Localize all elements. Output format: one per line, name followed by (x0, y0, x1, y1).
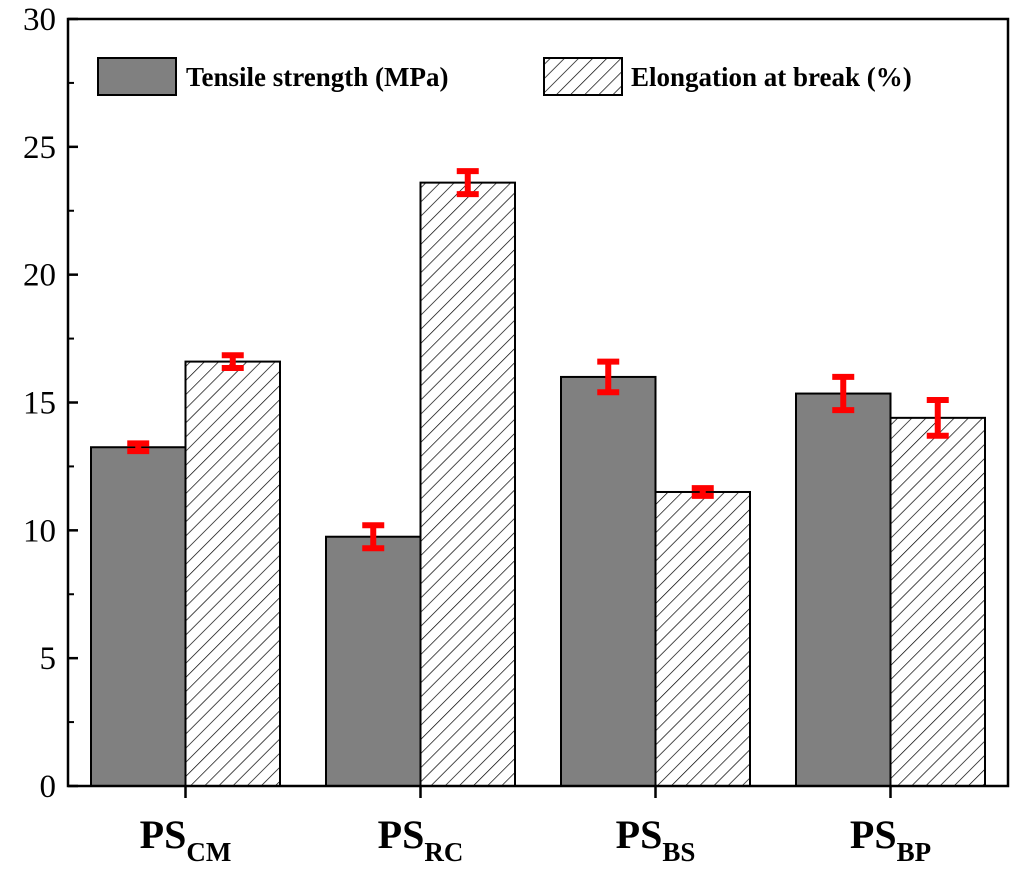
bar-tensile-strength-bp (795, 392, 892, 787)
error-bar (832, 373, 855, 414)
category-subscript: BP (897, 837, 932, 867)
category-subscript: RC (424, 837, 463, 867)
bar-elongation-rc (419, 181, 516, 788)
error-bar (926, 396, 949, 439)
x-category-label: PSBP (850, 812, 931, 867)
bar-elongation-bs (654, 490, 751, 787)
x-category-label: PSBS (616, 812, 696, 867)
y-tick-label: 25 (23, 130, 56, 166)
category-main: PS (378, 812, 425, 857)
x-category-label: PSCM (140, 812, 232, 867)
legend: Tensile strength (MPa) Elongation at brea… (97, 57, 912, 96)
x-axis: PSCM PSRC PSBS PSBP (140, 786, 931, 867)
y-tick-label: 0 (40, 769, 57, 805)
y-tick-label: 15 (23, 386, 56, 422)
category-main: PS (616, 812, 663, 857)
bar-tensile-strength-cm (90, 446, 187, 787)
legend-label: Tensile strength (MPa) (186, 62, 449, 92)
x-category-label: PSRC (378, 812, 464, 867)
bar-tensile-strength-rc (325, 535, 422, 787)
bars-layer (90, 181, 986, 788)
error-bar (221, 352, 244, 371)
category-main: PS (140, 812, 187, 857)
error-bar (597, 358, 620, 396)
y-tick-label: 20 (23, 258, 56, 294)
error-bar (456, 168, 479, 198)
error-bar (691, 485, 714, 499)
category-subscript: CM (186, 837, 231, 867)
bar-tensile-strength-bs (560, 375, 657, 787)
error-bar (127, 440, 150, 455)
y-tick-label: 30 (23, 2, 56, 38)
bar-elongation-bp (889, 416, 986, 787)
error-bars-layer (127, 168, 949, 552)
legend-swatch (97, 57, 177, 96)
legend-swatch (543, 57, 623, 96)
legend-item: Tensile strength (MPa) (97, 57, 449, 96)
legend-item: Elongation at break (%) (543, 57, 912, 96)
y-axis: 0 5 10 15 20 25 30 (23, 2, 78, 805)
error-bar (362, 522, 385, 552)
bar-elongation-cm (184, 360, 281, 787)
category-main: PS (850, 812, 897, 857)
legend-label: Elongation at break (%) (631, 62, 912, 92)
category-subscript: BS (662, 837, 695, 867)
y-tick-label: 5 (40, 641, 57, 677)
y-tick-label: 10 (23, 513, 56, 549)
